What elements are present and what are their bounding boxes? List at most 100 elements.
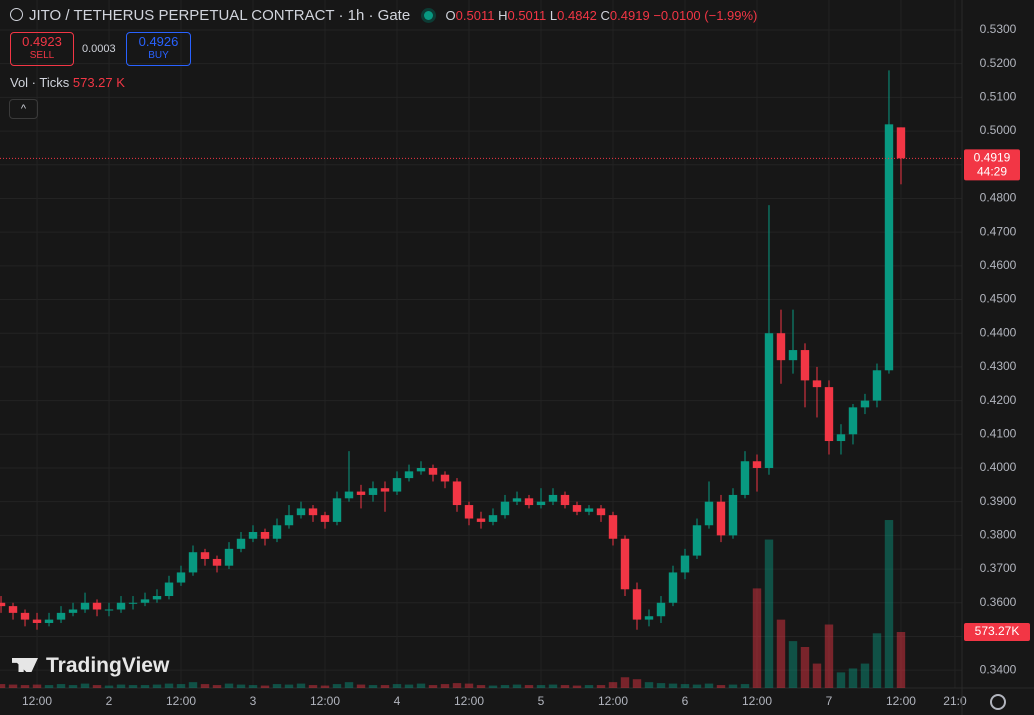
y-tick-label: 0.4700 xyxy=(980,224,1017,238)
candle-body xyxy=(380,488,390,492)
volume-bar xyxy=(0,684,6,688)
candle-body xyxy=(728,494,738,536)
volume-bar xyxy=(788,641,798,688)
candle-body xyxy=(824,387,834,442)
candle-body xyxy=(188,552,198,573)
volume-bar xyxy=(500,685,510,688)
candle-body xyxy=(560,494,570,506)
volume-bar xyxy=(320,685,330,688)
x-tick-label: 12:00 xyxy=(598,694,628,708)
candle-body xyxy=(752,461,762,468)
plot-background xyxy=(0,0,962,688)
volume-tag xyxy=(964,623,1030,642)
volume-bar xyxy=(464,683,474,688)
x-tick-label: 2 xyxy=(106,694,113,708)
volume-bar xyxy=(476,685,486,688)
volume-bar xyxy=(656,683,666,688)
candle-body xyxy=(548,494,558,502)
volume-bar xyxy=(308,685,318,688)
volume-legend-label: Vol · Ticks xyxy=(10,75,70,90)
volume-bar xyxy=(44,685,54,688)
candle-body xyxy=(896,127,906,159)
y-tick-label: 0.3600 xyxy=(980,595,1017,609)
candle-body xyxy=(584,508,594,512)
candle-body xyxy=(308,508,318,516)
countdown: 44:29 xyxy=(977,165,1007,179)
candle-body xyxy=(536,501,546,506)
candle-body xyxy=(572,505,582,512)
candle-body xyxy=(212,558,222,566)
x-tick-label: 12:00 xyxy=(454,694,484,708)
volume-bar xyxy=(68,685,78,688)
candle-body xyxy=(272,525,282,539)
volume-tag-value: 573.27K xyxy=(975,624,1020,638)
x-tick-label: 21:0 xyxy=(943,694,967,708)
volume-bar xyxy=(356,684,366,688)
x-tick-label: 3 xyxy=(250,694,257,708)
y-tick-label: 0.4600 xyxy=(980,258,1017,272)
candle-body xyxy=(800,350,810,381)
candle-body xyxy=(356,491,366,495)
volume-bar xyxy=(548,684,558,688)
candle-body xyxy=(392,478,402,492)
settings-icon[interactable] xyxy=(990,694,1006,710)
candle-body xyxy=(704,501,714,526)
candle-body xyxy=(812,380,822,388)
candle-body xyxy=(80,602,90,610)
candle-body xyxy=(284,515,294,526)
volume-bar xyxy=(512,684,522,688)
volume-bar xyxy=(860,663,870,688)
buy-price: 0.4926 xyxy=(138,34,179,49)
candle-body xyxy=(464,505,474,519)
symbol-icon xyxy=(10,8,23,21)
symbol-title[interactable]: JITO / TETHERUS PERPETUAL CONTRACT · 1h … xyxy=(29,7,411,24)
y-tick-label: 0.3700 xyxy=(980,561,1017,575)
price-tag xyxy=(964,149,1020,181)
volume-bar xyxy=(368,685,378,688)
volume-bar xyxy=(584,685,594,688)
volume-bar xyxy=(680,684,690,688)
ohlc-value: 0.4842 xyxy=(557,8,597,23)
candle-body xyxy=(332,498,342,522)
volume-bar xyxy=(380,685,390,688)
candle-body xyxy=(32,619,42,623)
ohlc-label: H xyxy=(498,8,508,23)
ohlc-label: L xyxy=(549,8,558,23)
volume-bar xyxy=(188,682,198,688)
change: −0.0100 (−1.99%) xyxy=(653,8,758,23)
volume-bar xyxy=(404,684,414,688)
y-tick-label: 0.3800 xyxy=(980,528,1017,542)
y-tick-label: 0.5100 xyxy=(980,90,1017,104)
candle-body xyxy=(56,612,66,620)
y-tick-label: 0.5300 xyxy=(980,22,1017,36)
volume-bar xyxy=(260,685,270,688)
candle-body xyxy=(320,515,330,522)
candle-body xyxy=(884,124,894,371)
sell-price: 0.4923 xyxy=(22,34,62,49)
candle-body xyxy=(656,602,666,617)
candle-body xyxy=(836,434,846,442)
candle-body xyxy=(440,474,450,482)
sell-button[interactable]: 0.4923 SELL xyxy=(10,32,74,66)
x-tick-label: 12:00 xyxy=(886,694,916,708)
volume-bar xyxy=(836,672,846,688)
buy-button[interactable]: 0.4926 BUY xyxy=(126,32,191,66)
candle-body xyxy=(776,333,786,361)
collapse-button[interactable]: ^ xyxy=(9,99,38,119)
candle-body xyxy=(224,548,234,566)
candle-body xyxy=(68,609,78,613)
y-tick-label: 0.4100 xyxy=(980,426,1017,440)
volume-bar xyxy=(296,683,306,688)
candle-body xyxy=(476,518,486,522)
volume-bar xyxy=(164,683,174,688)
candle-body xyxy=(236,538,246,549)
watermark: TradingView xyxy=(12,654,169,678)
candle-body xyxy=(260,532,270,539)
candle-body xyxy=(692,525,702,556)
volume-bar xyxy=(608,682,618,688)
candle-body xyxy=(164,582,174,597)
volume-bar xyxy=(596,685,606,688)
sell-label: SELL xyxy=(29,50,55,61)
volume-bar xyxy=(800,646,810,688)
